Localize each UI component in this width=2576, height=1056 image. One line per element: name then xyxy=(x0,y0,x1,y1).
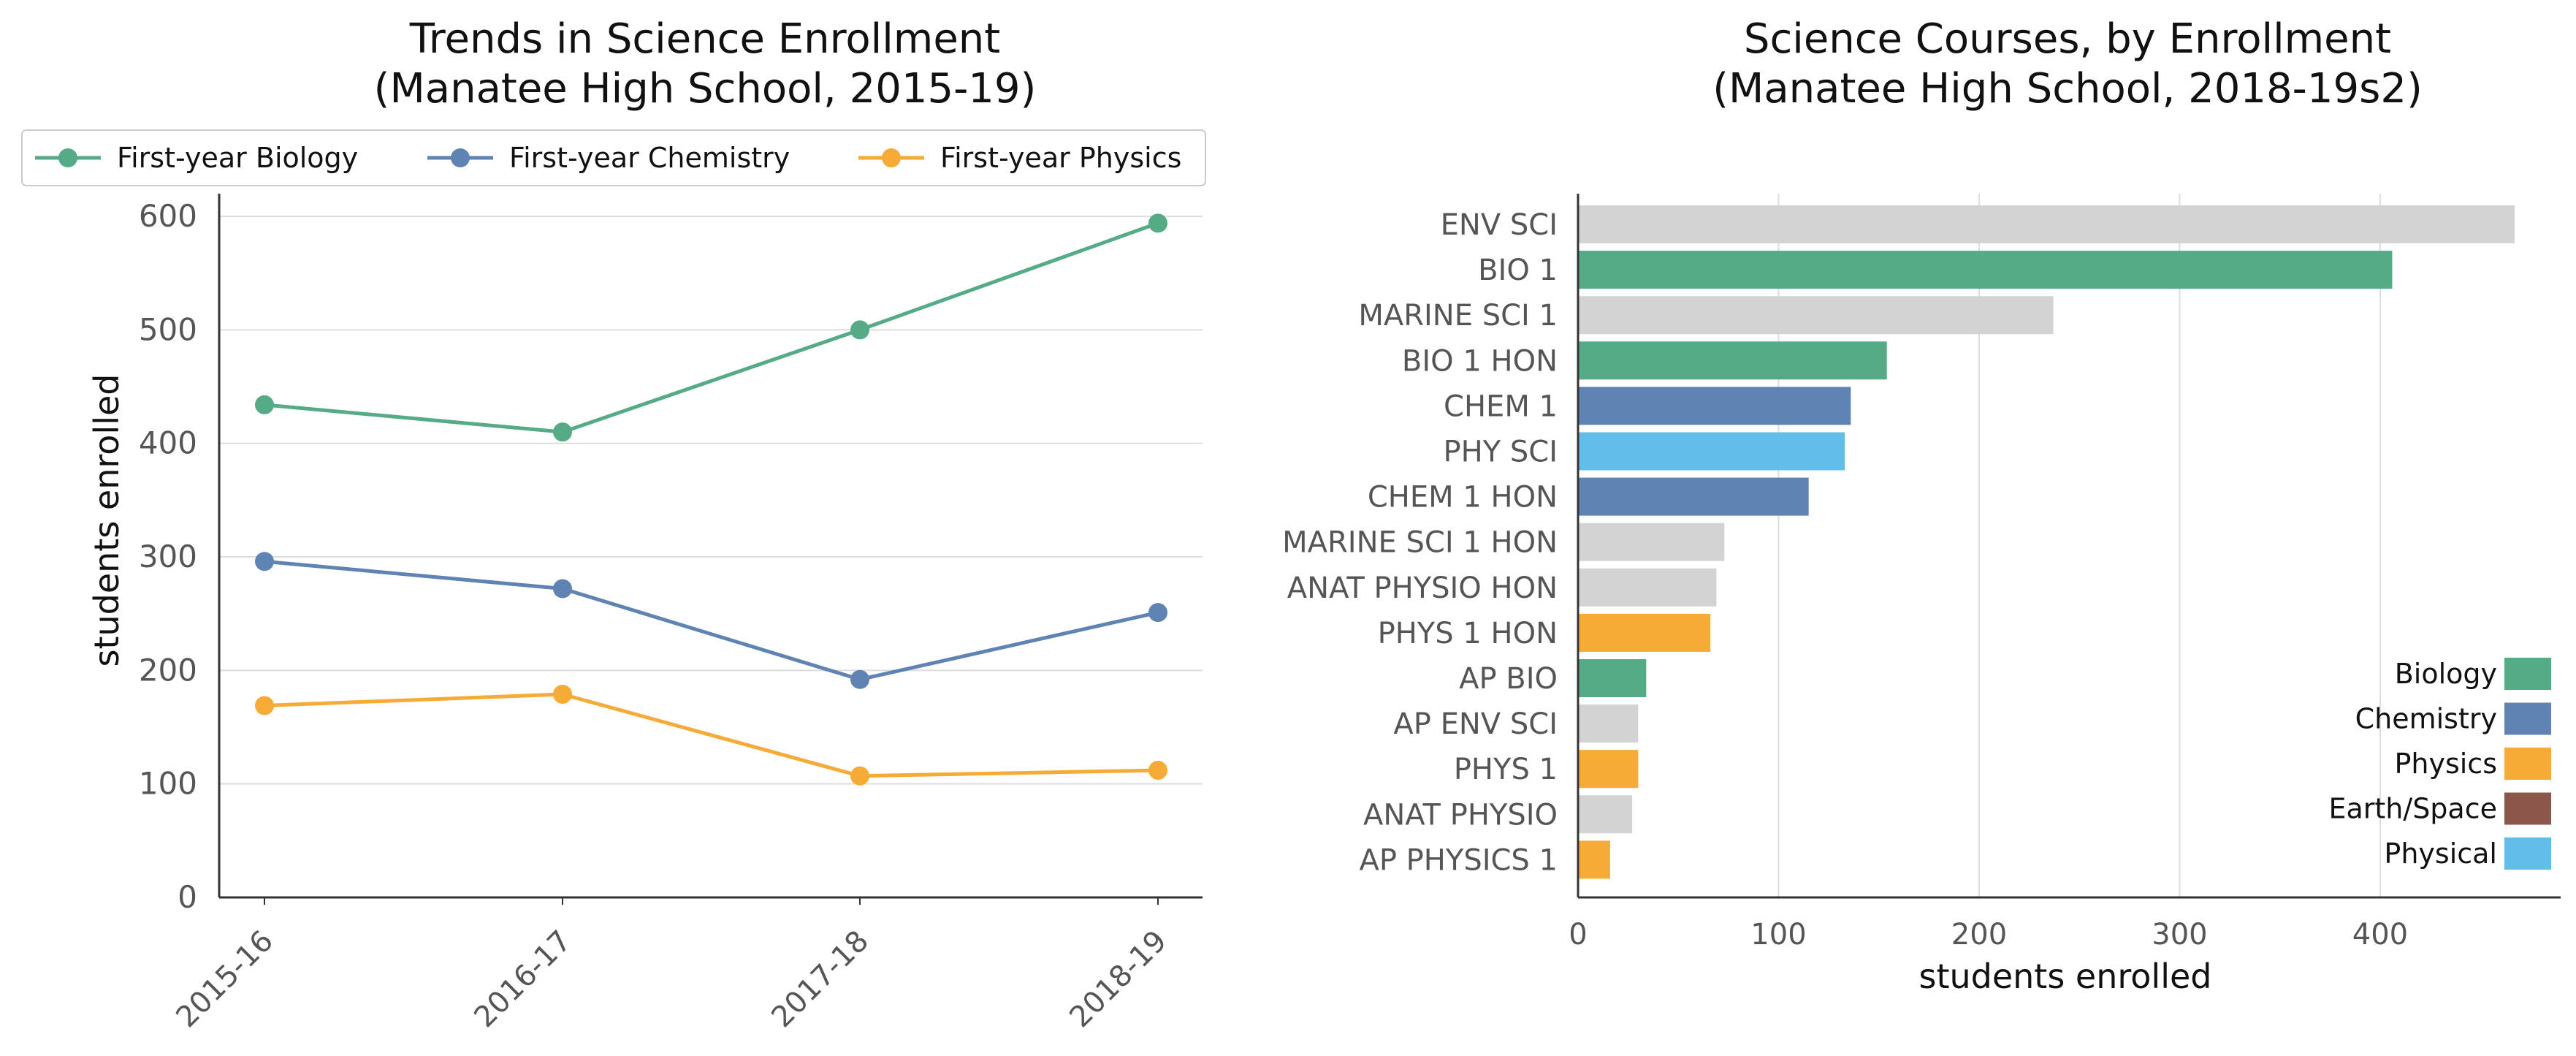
line-chart-y-tick-label: 500 xyxy=(139,311,197,347)
bar-chart-category-label: AP ENV SCI xyxy=(1393,707,1558,741)
bar-phys-1-hon xyxy=(1578,613,1711,652)
bar-legend-label: Biology xyxy=(2395,658,2497,690)
line-series-1-point xyxy=(255,395,274,414)
bar-chart-category-label: AP BIO xyxy=(1459,662,1558,696)
line-series-1-point xyxy=(1148,213,1167,233)
bar-chart-category-label: PHYS 1 xyxy=(1454,753,1558,786)
line-series-2-point xyxy=(1148,603,1167,623)
bar-chart-category-label: PHY SCI xyxy=(1444,436,1558,469)
bar-phys-1 xyxy=(1578,750,1639,789)
line-chart-y-tick-label: 0 xyxy=(178,879,197,915)
legend-marker-swatch xyxy=(58,148,77,167)
bar-bio-1-hon xyxy=(1578,341,1887,380)
bar-phy-sci xyxy=(1578,432,1845,471)
line-chart-y-tick-label: 200 xyxy=(139,652,197,688)
line-series-2-point xyxy=(850,669,869,689)
line-chart-x-tick-label: 2017-18 xyxy=(765,924,875,1035)
legend-label: First-year Physics xyxy=(940,142,1181,174)
bar-legend-label: Physical xyxy=(2384,837,2497,870)
line-chart-legend-frame xyxy=(21,129,1206,186)
bar-chart-x-axis-label: students enrolled xyxy=(1919,957,2212,996)
bar-chart-category-label: ENV SCI xyxy=(1441,208,1558,242)
bar-anat-physio xyxy=(1578,795,1633,834)
line-chart-x-tick-label: 2015-16 xyxy=(169,924,280,1035)
legend-label: First-year Biology xyxy=(117,142,358,174)
bar-chart-category-label: MARINE SCI 1 xyxy=(1358,299,1558,333)
line-chart-x-tick-label: 2018-19 xyxy=(1063,924,1173,1035)
bar-chart: Science Courses, by Enrollment (Manatee … xyxy=(1282,15,2561,996)
bar-ap-env-sci xyxy=(1578,704,1639,743)
bar-chart-category-label: BIO 1 xyxy=(1478,254,1558,287)
bar-chart-x-tick-label: 300 xyxy=(2152,918,2207,951)
bar-chart-x-tick-label: 200 xyxy=(1951,918,2007,951)
bar-legend-swatch xyxy=(2504,837,2551,870)
bar-legend-label: Earth/Space xyxy=(2328,793,2497,825)
line-chart-title-line1: Trends in Science Enrollment xyxy=(409,15,1000,63)
line-chart: Trends in Science Enrollment (Manatee Hi… xyxy=(21,15,1206,1035)
bar-chart-category-label: ANAT PHYSIO HON xyxy=(1287,571,1558,605)
line-series-3-point xyxy=(255,696,274,715)
bar-legend-swatch xyxy=(2504,702,2551,735)
bar-chart-category-label: CHEM 1 xyxy=(1444,390,1558,423)
bar-chart-category-label: MARINE SCI 1 HON xyxy=(1282,526,1558,560)
line-series-3-line xyxy=(264,692,1159,778)
line-chart-legend: First-year Biology First-year Chemistry Fi… xyxy=(21,129,1206,186)
legend-marker-swatch xyxy=(882,148,901,167)
bar-legend-swatch xyxy=(2504,748,2551,780)
line-chart-y-tick-label: 100 xyxy=(139,766,197,802)
bar-legend-label: Chemistry xyxy=(2355,703,2497,735)
line-series-1-point xyxy=(850,320,869,340)
line-chart-y-tick-label: 400 xyxy=(139,425,197,461)
bar-legend-swatch xyxy=(2504,792,2551,825)
line-series-2-point xyxy=(553,579,572,599)
bar-anat-physio-hon xyxy=(1578,568,1717,607)
legend-label: First-year Chemistry xyxy=(509,142,790,174)
legend-marker-swatch xyxy=(451,148,470,167)
bar-env-sci xyxy=(1578,205,2515,243)
line-series-1-line xyxy=(264,221,1159,434)
bar-ap-bio xyxy=(1578,659,1647,697)
bar-legend-swatch xyxy=(2504,658,2551,690)
line-series-2-point xyxy=(255,552,274,571)
line-series-3-point xyxy=(553,684,572,704)
bar-marine-sci-1 xyxy=(1578,296,2054,335)
bar-chem-1-hon xyxy=(1578,477,1809,516)
bar-chart-legend: Biology Chemistry Physics Earth/Space Physic… xyxy=(2328,658,2551,870)
bar-chart-title-line1: Science Courses, by Enrollment xyxy=(1744,15,2391,63)
bar-chart-title-line2: (Manatee High School, 2018-19s2) xyxy=(1712,65,2423,113)
bar-chart-x-tick-label: 100 xyxy=(1750,918,1806,951)
line-chart-y-tick-label: 600 xyxy=(139,198,197,234)
bar-chart-category-label: PHYS 1 HON xyxy=(1378,617,1558,650)
line-chart-y-axis-label: students enrolled xyxy=(87,374,126,667)
line-chart-title-line2: (Manatee High School, 2015-19) xyxy=(374,65,1037,113)
line-series-2-line xyxy=(264,559,1159,682)
line-series-3-point xyxy=(850,766,869,786)
bar-chart-category-label: AP PHYSICS 1 xyxy=(1359,843,1558,877)
bar-chem-1 xyxy=(1578,387,1851,425)
line-series-3-point xyxy=(1148,761,1167,780)
line-chart-y-tick-label: 300 xyxy=(139,539,197,574)
line-series-1-point xyxy=(553,422,572,442)
bar-chart-category-label: ANAT PHYSIO xyxy=(1363,798,1558,832)
bar-chart-x-tick-label: 0 xyxy=(1569,918,1587,951)
bar-bio-1 xyxy=(1578,251,2393,289)
bar-ap-physics-1 xyxy=(1578,840,1610,879)
bar-legend-label: Physics xyxy=(2394,748,2497,780)
bar-chart-x-tick-label: 400 xyxy=(2352,918,2408,951)
bar-chart-category-label: CHEM 1 HON xyxy=(1368,481,1558,514)
bar-marine-sci-1-hon xyxy=(1578,523,1725,561)
bar-chart-category-label: BIO 1 HON xyxy=(1402,344,1558,378)
line-chart-x-tick-label: 2016-17 xyxy=(468,924,578,1035)
